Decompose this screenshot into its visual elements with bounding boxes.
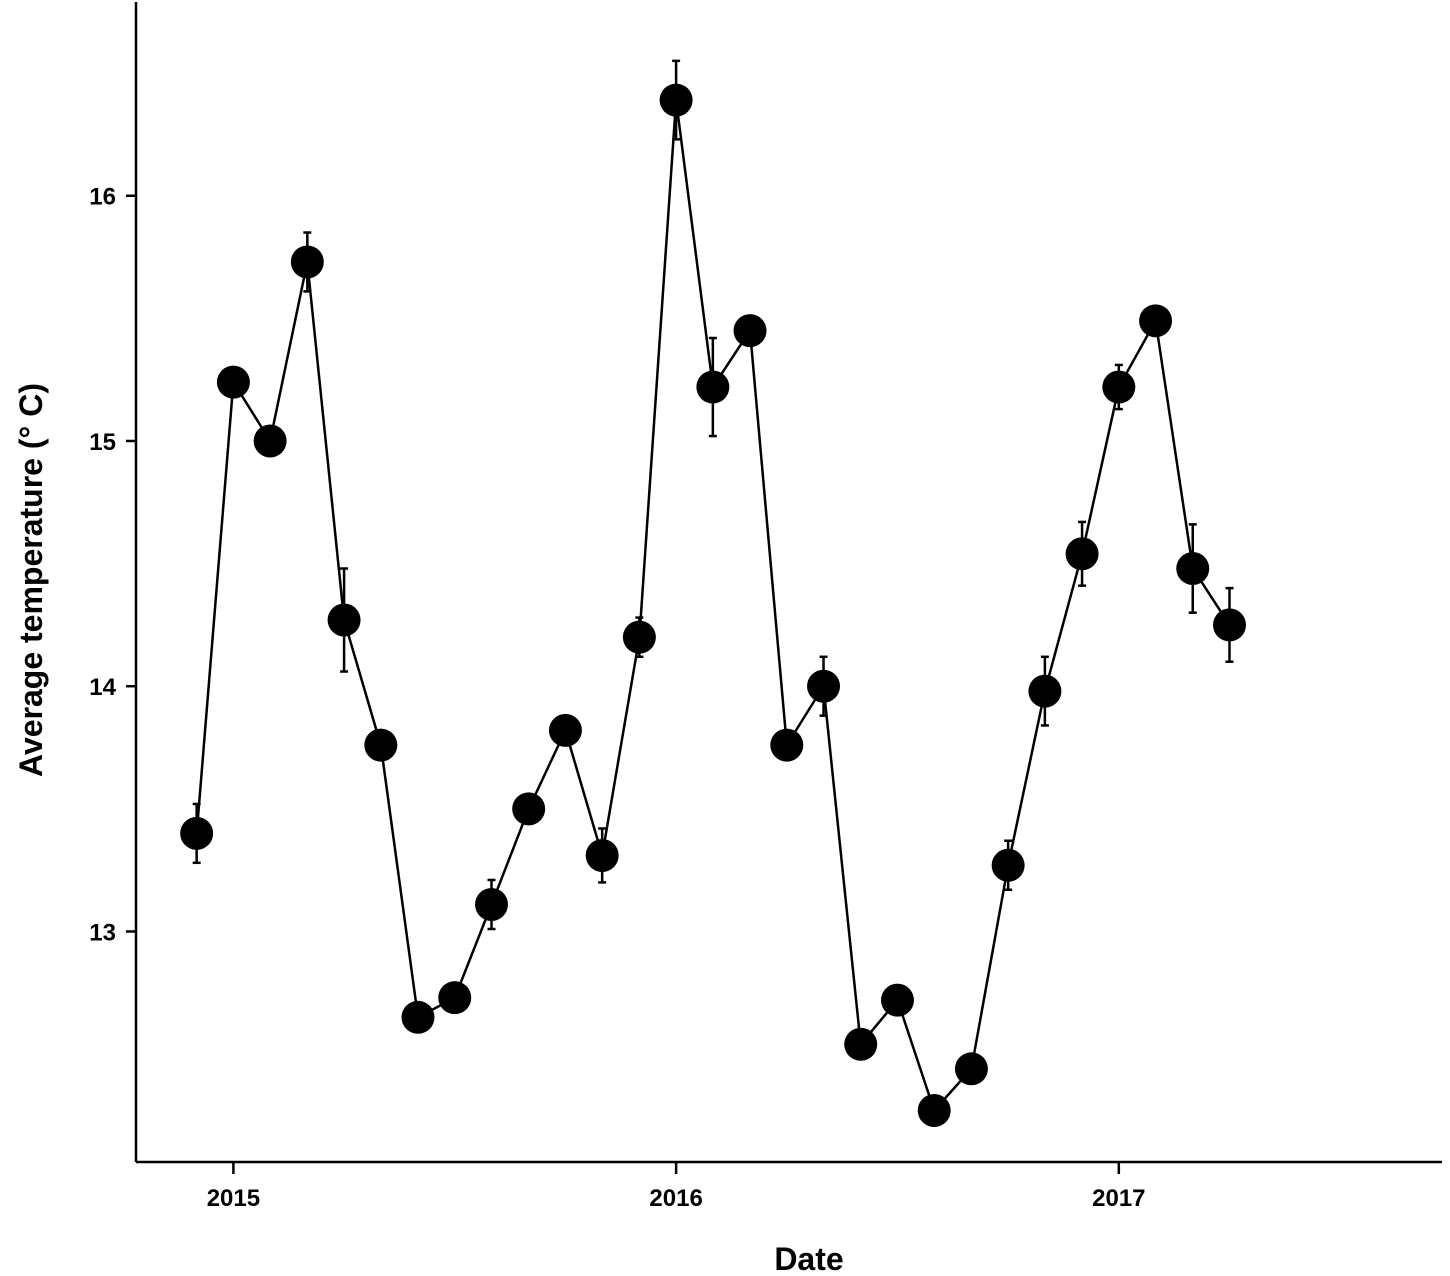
y-axis-ticks: 13 14 15 16 [89, 184, 136, 946]
data-point [659, 83, 693, 117]
data-point [1176, 552, 1210, 586]
x-tick-label: 2016 [649, 1185, 702, 1212]
data-point [180, 816, 214, 850]
data-point [1028, 674, 1062, 708]
data-point [216, 365, 250, 399]
data-point [290, 245, 324, 279]
data-point [1102, 370, 1136, 404]
data-point [954, 1052, 988, 1086]
data-point [364, 728, 398, 762]
data-point [917, 1093, 951, 1127]
data-point [1065, 537, 1099, 571]
data-point [991, 848, 1025, 882]
y-tick-label: 15 [89, 429, 116, 456]
data-point [512, 792, 546, 826]
data-point [880, 983, 914, 1017]
data-point [253, 424, 287, 458]
data-point [585, 838, 619, 872]
series-line [195, 99, 1231, 1113]
data-point [733, 314, 767, 348]
x-axis-title: Date [774, 1241, 843, 1276]
y-tick-label: 13 [89, 919, 116, 946]
y-tick-label: 16 [89, 184, 116, 211]
x-axis-ticks: 2015 2016 2017 [207, 1162, 1146, 1212]
x-tick-label: 2017 [1092, 1185, 1145, 1212]
data-point [844, 1027, 878, 1061]
data-point [327, 603, 361, 637]
data-point [770, 728, 804, 762]
x-tick-label: 2015 [207, 1185, 260, 1212]
data-point [548, 713, 582, 747]
series [180, 59, 1246, 1127]
y-axis-title: Average temperature (° C) [13, 383, 49, 777]
data-point [696, 370, 730, 404]
data-point [438, 981, 472, 1015]
data-point [401, 1000, 435, 1034]
data-point [474, 887, 508, 921]
data-point [1212, 608, 1246, 642]
data-point [622, 620, 656, 654]
series-0 [180, 59, 1246, 1127]
data-point [807, 669, 841, 703]
data-point [1139, 304, 1173, 338]
y-tick-label: 14 [89, 674, 116, 701]
axes [134, 2, 1442, 1164]
